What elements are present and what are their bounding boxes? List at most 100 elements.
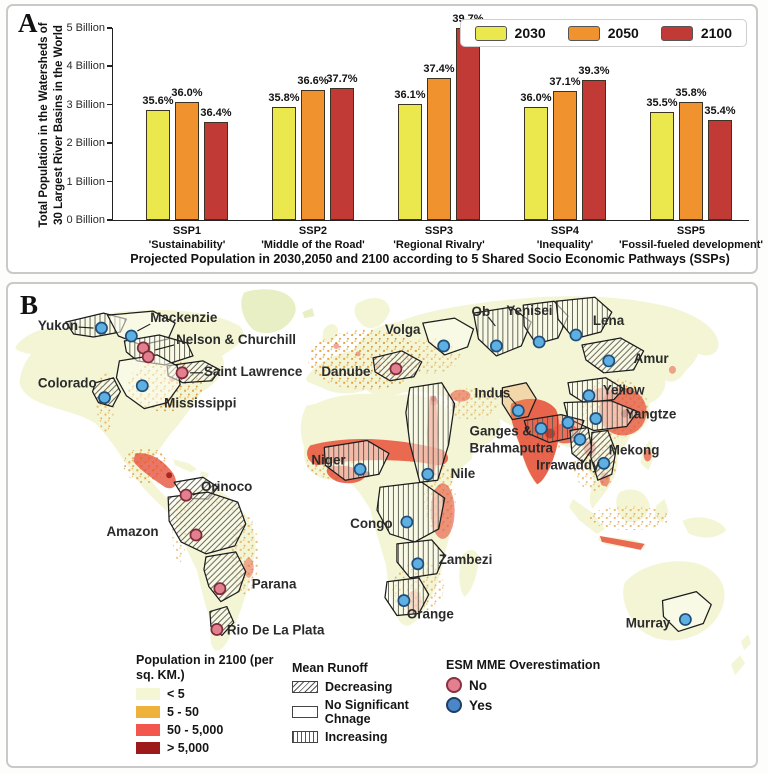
bar-ssp5-2030 <box>650 112 674 220</box>
basin-label-niger: Niger <box>311 452 346 467</box>
basin-dot-colorado-yes <box>98 391 111 405</box>
legend-item-label: 50 - 5,000 <box>167 723 224 737</box>
basin-label-yenisei: Yenisei <box>506 303 552 318</box>
basin-outline-mekong <box>590 429 617 481</box>
population-color-swatch <box>136 742 160 754</box>
y-tick-label: 1 Billion <box>66 175 105 188</box>
bar-value-label: 36.6% <box>297 75 329 87</box>
category-label-line: SSP5 <box>676 225 706 237</box>
density-speckle <box>589 506 670 530</box>
basin-label-lena: Lena <box>593 313 625 328</box>
basin-label-yukon: Yukon <box>38 318 78 333</box>
basin-label-danube: Danube <box>321 364 370 379</box>
bar-value-label: 37.4% <box>423 63 455 75</box>
label-leader-line <box>192 491 201 496</box>
basin-outline-mississippi <box>115 354 181 410</box>
bar-value-label: 36.0% <box>520 92 552 104</box>
y-tick-mark <box>107 180 112 183</box>
basin-dot-mekong-yes <box>597 456 611 470</box>
bar-value-label: 36.1% <box>394 89 426 101</box>
legend-population-item: < 5 <box>136 687 306 701</box>
basin-dot-ganges-brahmaputra-yes <box>534 422 548 435</box>
category-label-line: 'Inequality' <box>536 238 594 251</box>
chart-legend: 2030 2050 2100 <box>459 19 747 47</box>
y-tick-label: 2 Billion <box>66 137 105 150</box>
y-tick-mark <box>107 65 112 67</box>
basin-label-murray: Murray <box>626 615 671 630</box>
land-cuba <box>173 459 197 473</box>
legend-item-label: Decreasing <box>325 680 393 694</box>
density-high <box>668 365 676 374</box>
population-color-swatch <box>136 688 160 700</box>
basin-outline-yellow <box>567 377 625 404</box>
category-label-line: 'Sustainability' <box>148 238 226 251</box>
bar-value-label: 35.8% <box>675 87 707 99</box>
legend-label: 2100 <box>700 25 732 41</box>
panel-b-letter: B <box>20 290 39 320</box>
land-sumatra <box>569 499 605 534</box>
legend-label: 2050 <box>607 25 639 41</box>
basin-label-zambezi: Zambezi <box>439 552 493 567</box>
bar-value-label: 39.3% <box>578 65 610 77</box>
basin-hatch-increasing <box>473 307 532 356</box>
legend-esm: ESM MME Overestimation No Yes <box>446 658 666 713</box>
basin-label-parana: Parana <box>252 577 297 592</box>
panel-a-bar-chart: A Total Population in the Watersheds of 3… <box>6 4 763 274</box>
bar-ssp5-2050 <box>679 102 703 220</box>
basin-label-layer: Yukon Mackenzie Nelson & Churchill Saint La… <box>38 303 677 637</box>
legend-item-label: Yes <box>469 697 493 713</box>
legend-runoff-item: Increasing <box>292 730 457 744</box>
legend-swatch-2050 <box>567 25 600 41</box>
category-label-line: SSP1 <box>172 225 202 237</box>
basin-dot-lena-yes <box>569 328 583 342</box>
basin-outline-murray <box>661 591 712 633</box>
basin-dot-yellow-yes <box>582 389 596 403</box>
runoff-pattern-swatch-diagonal <box>292 681 318 693</box>
category-label-ssp3: SSP3 'Regional Rivalry' <box>364 225 514 253</box>
bar-ssp1-2030 <box>146 110 170 220</box>
basin-layer <box>65 296 712 637</box>
basin-dot-mackenzie-yes <box>124 329 138 343</box>
legend-esm-item: No <box>446 677 666 693</box>
basin-dot-ob-yes <box>489 339 503 353</box>
basin-outline-zambezi <box>396 539 446 579</box>
y-tick-label: 5 Billion <box>66 22 105 34</box>
category-label-ssp5: SSP5 'Fossil-fueled development' <box>616 225 766 253</box>
category-label-line: SSP2 <box>298 225 328 237</box>
legend-item-label: < 5 <box>167 687 185 701</box>
legend-item-label: 5 - 50 <box>167 705 199 719</box>
basin-dot-ganges-brahmaputra-yes <box>561 416 575 429</box>
category-label-line: 'Middle of the Road' <box>261 238 365 251</box>
basin-dot-orinoco-no <box>179 488 193 502</box>
legend-label: 2030 <box>514 25 546 41</box>
legend-esm-item: Yes <box>446 697 666 713</box>
y-tick-mark <box>107 27 112 29</box>
basin-outline-yenisei <box>522 300 569 345</box>
runoff-pattern-swatch-none <box>292 706 318 718</box>
legend-swatch-2030 <box>474 25 507 41</box>
basin-label-ganges-brahmaputra: Ganges & <box>470 423 533 438</box>
basin-outline-indus <box>501 382 537 421</box>
bar-ssp4-2100 <box>582 80 606 220</box>
category-label-line: SSP4 <box>550 225 580 237</box>
x-axis-title: Projected Population in 2030,2050 and 21… <box>130 252 730 266</box>
bar-ssp1-2050 <box>175 102 199 220</box>
legend-population-title-line2: sq. KM.) <box>136 668 185 682</box>
land-japan-south <box>654 381 665 394</box>
y-tick-label: 3 Billion <box>66 98 105 111</box>
basin-outline-nile <box>405 382 456 483</box>
population-color-swatch <box>136 706 160 718</box>
chart-legend-item-2030: 2030 <box>474 25 546 41</box>
basin-outline-nelson-churchill <box>123 334 194 366</box>
basin-dot-yangtze-yes <box>589 412 603 425</box>
basin-hatch-increasing <box>556 297 612 339</box>
basin-label-mackenzie: Mackenzie <box>150 310 217 325</box>
bar-value-label: 35.4% <box>704 105 736 117</box>
esm-dot-swatch-no <box>446 677 462 693</box>
category-label-line: SSP3 <box>424 225 454 237</box>
legend-runoff-title: Mean Runoff <box>292 661 368 675</box>
basin-dot-yukon-yes <box>95 321 108 335</box>
basin-label-amur: Amur <box>634 351 670 366</box>
land-northamerica <box>19 309 244 518</box>
basin-hatch-decreasing <box>581 338 644 373</box>
